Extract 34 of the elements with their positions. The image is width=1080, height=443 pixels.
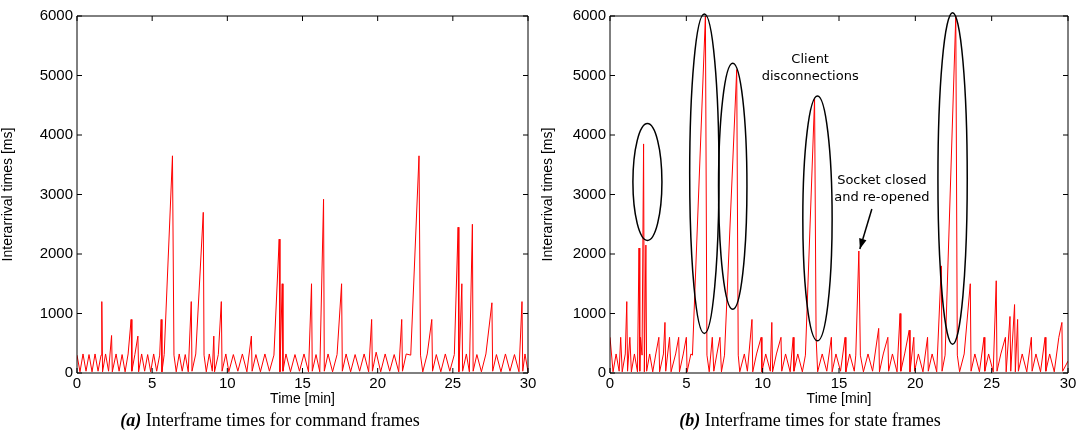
y-tick-label: 0 <box>64 363 73 381</box>
x-tick-label: 15 <box>830 374 848 392</box>
y-axis-title: Interarrival times [ms] <box>539 127 556 262</box>
y-tick-label: 5000 <box>572 65 606 83</box>
x-tick-label: 10 <box>754 374 772 392</box>
y-tick-label: 5000 <box>39 65 73 83</box>
text: (b) Interframe times for state frames <box>678 410 942 431</box>
y-tick-label: 4000 <box>39 125 73 143</box>
x-tick-label: 15 <box>294 374 311 392</box>
x-tick-label: 25 <box>444 374 462 392</box>
y-tick-label: 2000 <box>572 244 606 262</box>
y-tick-label: 3000 <box>39 184 73 202</box>
text: (a) Interframe times for command frames <box>119 410 421 431</box>
y-tick-label: 4000 <box>572 125 606 143</box>
x-tick-label: 5 <box>147 374 157 392</box>
x-tick-label: 30 <box>519 374 537 392</box>
y-tick-label: 1000 <box>572 303 606 321</box>
x-axis-title: Time [min] <box>806 390 872 407</box>
x-axis-title: Time [min] <box>270 390 335 407</box>
y-axis-title: Interarrival times [ms] <box>0 127 16 262</box>
y-tick-label: 2000 <box>39 244 73 262</box>
y-tick-label: 3000 <box>572 184 606 202</box>
x-tick-label: 20 <box>369 374 387 392</box>
x-tick-label: 20 <box>906 374 924 392</box>
annotation: Client disconnections <box>761 51 859 84</box>
x-tick-label: 5 <box>682 374 691 392</box>
y-tick-label: 6000 <box>39 6 73 24</box>
x-tick-label: 10 <box>218 374 236 392</box>
x-tick-label: 30 <box>1059 374 1077 392</box>
x-tick-label: 25 <box>983 374 1001 392</box>
y-tick-label: 6000 <box>572 6 606 24</box>
y-tick-label: 0 <box>597 363 606 381</box>
annotation: Socket closed and re-opened <box>834 172 930 205</box>
y-tick-label: 1000 <box>39 303 73 321</box>
